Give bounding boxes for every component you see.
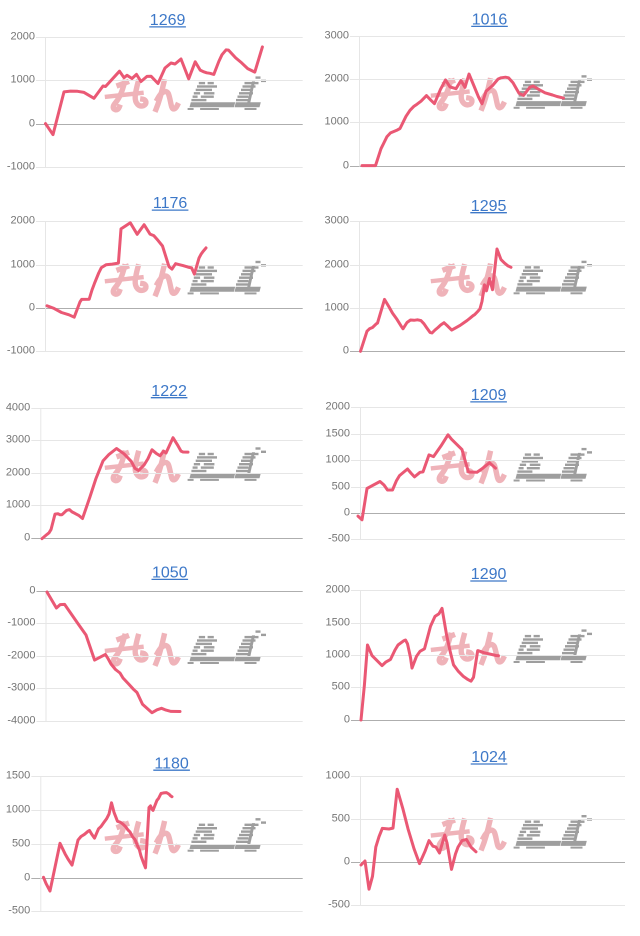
svg-text:1016: 1016 [472,12,508,29]
svg-text:2000: 2000 [325,73,349,85]
svg-text:-1000: -1000 [7,345,35,357]
svg-text:0: 0 [29,118,35,130]
svg-text:1500: 1500 [6,770,30,782]
svg-text:0: 0 [343,160,349,172]
svg-text:3000: 3000 [325,30,349,42]
svg-text:2000: 2000 [325,259,349,271]
svg-text:1000: 1000 [326,770,350,782]
svg-text:-500: -500 [328,533,350,545]
svg-text:0: 0 [24,532,30,544]
svg-text:1295: 1295 [471,198,507,215]
svg-text:-3000: -3000 [7,682,35,694]
svg-text:1222: 1222 [151,383,187,400]
svg-text:4000: 4000 [6,402,30,414]
svg-text:-2000: -2000 [7,650,35,662]
svg-text:-500: -500 [8,905,30,917]
svg-text:0: 0 [24,872,30,884]
svg-text:1000: 1000 [6,804,30,816]
svg-text:3000: 3000 [6,434,30,446]
svg-text:1000: 1000 [6,499,30,511]
svg-text:0: 0 [344,714,350,726]
svg-text:0: 0 [343,345,349,357]
svg-text:500: 500 [332,481,350,493]
svg-text:500: 500 [12,838,30,850]
svg-text:500: 500 [332,813,350,825]
svg-text:1000: 1000 [325,302,349,314]
svg-text:1000: 1000 [11,74,35,86]
svg-text:0: 0 [344,856,350,868]
svg-text:1000: 1000 [325,116,349,128]
svg-text:1000: 1000 [326,649,350,661]
svg-text:-1000: -1000 [7,617,35,629]
svg-text:-4000: -4000 [7,715,35,727]
svg-text:1050: 1050 [152,565,188,582]
svg-text:1000: 1000 [326,454,350,466]
svg-text:2000: 2000 [11,31,35,43]
svg-text:1269: 1269 [150,12,186,29]
svg-text:0: 0 [344,507,350,519]
svg-text:2000: 2000 [326,401,350,413]
svg-text:1290: 1290 [471,566,507,583]
svg-text:-500: -500 [328,899,350,911]
svg-text:1209: 1209 [471,387,507,404]
svg-text:0: 0 [29,585,35,597]
svg-text:2000: 2000 [11,215,35,227]
svg-text:3000: 3000 [325,215,349,227]
svg-text:2000: 2000 [6,467,30,479]
svg-text:1500: 1500 [326,428,350,440]
svg-text:1180: 1180 [154,755,189,772]
svg-text:2000: 2000 [326,584,350,596]
svg-text:1000: 1000 [11,259,35,271]
svg-text:1176: 1176 [153,195,188,212]
svg-text:-1000: -1000 [7,161,35,173]
svg-text:1500: 1500 [326,617,350,629]
svg-text:0: 0 [29,302,35,314]
svg-text:1024: 1024 [471,749,507,766]
svg-text:500: 500 [332,681,350,693]
